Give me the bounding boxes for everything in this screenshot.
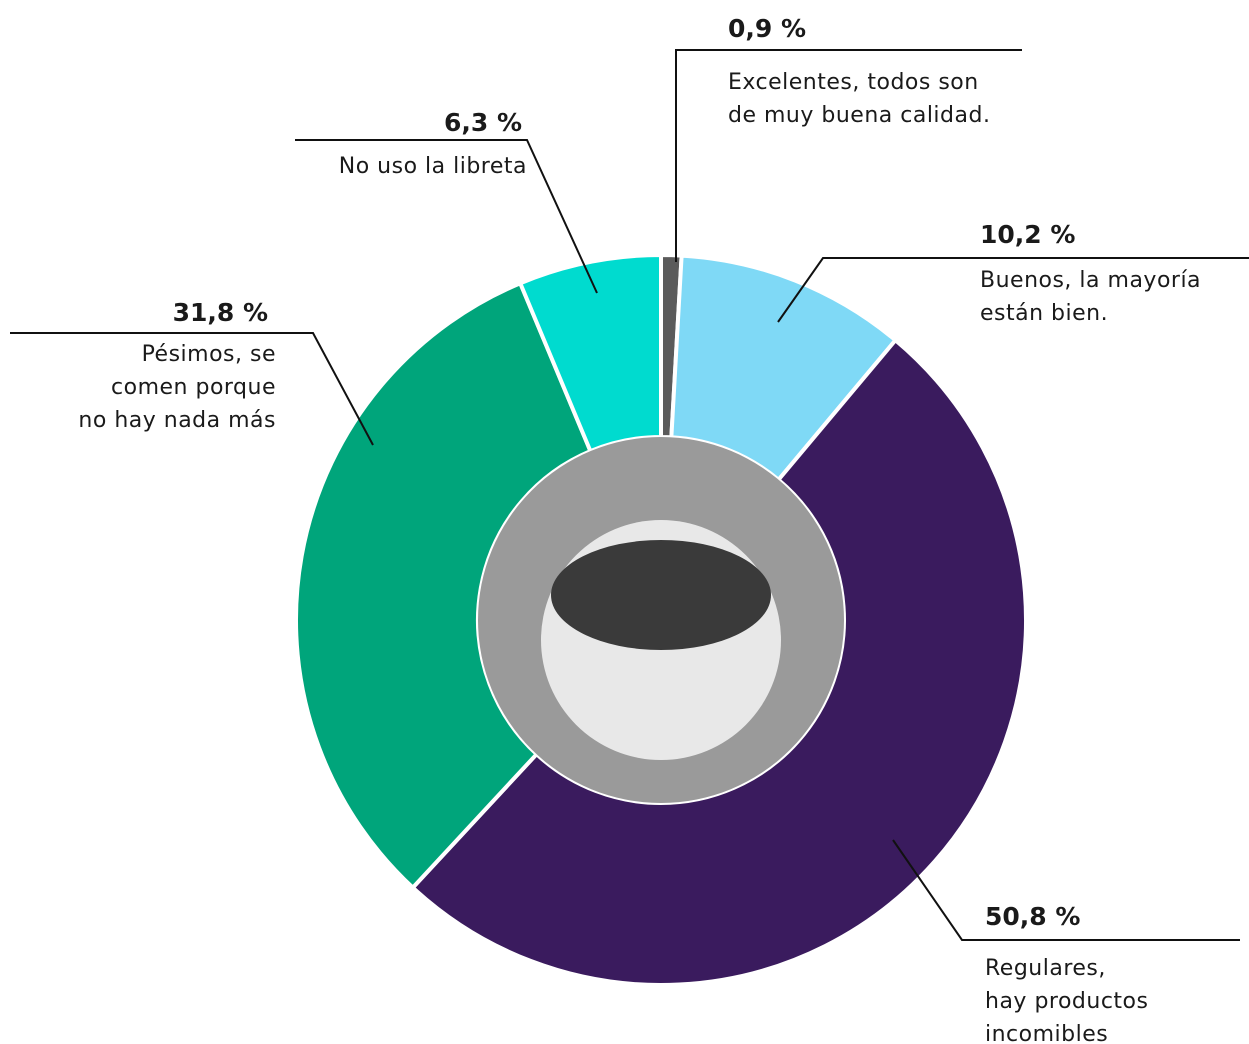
slice-label: Excelentes, todos son de muy buena calid…	[728, 70, 991, 128]
value-label: 0,9 %	[728, 14, 807, 43]
value-label: 50,8 %	[985, 902, 1081, 931]
slice-label: Regulares, hay productos incomibles	[985, 956, 1149, 1044]
value-label: 31,8 %	[172, 298, 268, 327]
value-label: 6,3 %	[443, 108, 522, 137]
leader-line	[777, 257, 1249, 323]
slice-label: Buenos, la mayoría están bien.	[980, 268, 1202, 326]
leader-line	[675, 49, 1022, 262]
leaders	[10, 49, 1249, 941]
slices	[294, 252, 1028, 987]
leader-line	[295, 139, 598, 294]
leader-line	[892, 839, 1240, 941]
value-label: 10,2 %	[980, 220, 1076, 249]
slice-label: No uso la libreta	[338, 154, 527, 179]
leader-line	[10, 332, 374, 446]
slice	[409, 337, 1028, 987]
center-beans	[551, 540, 771, 650]
slice-label: Pésimos, se comen porque no hay nada más	[78, 342, 276, 433]
